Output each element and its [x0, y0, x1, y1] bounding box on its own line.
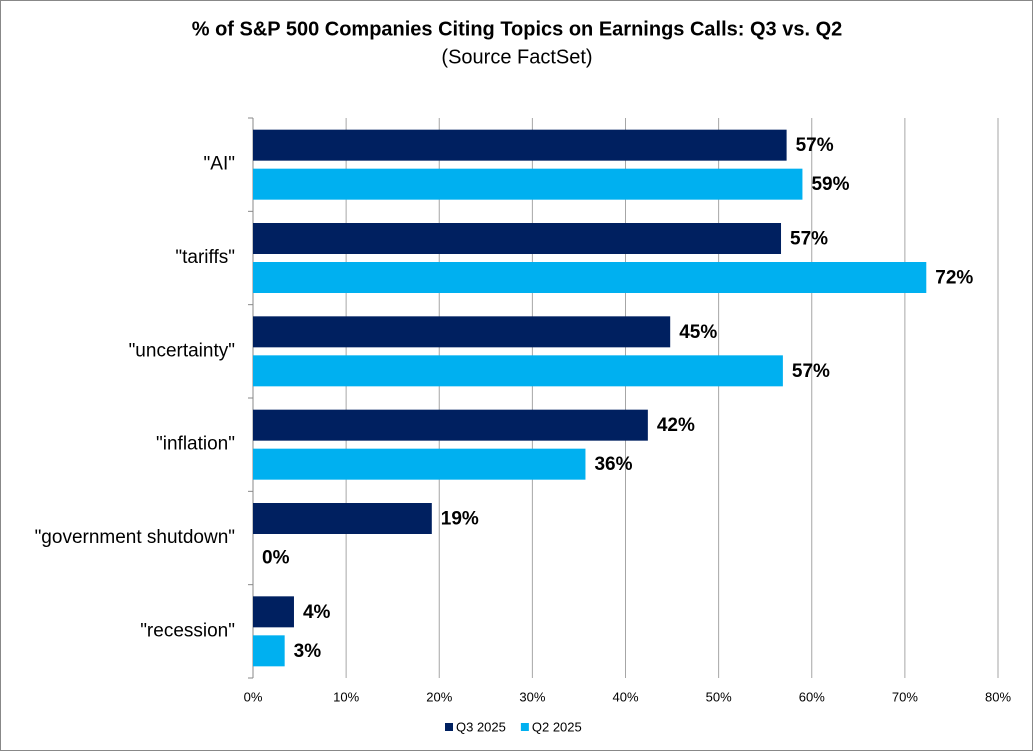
value-label: 45%: [679, 322, 717, 343]
x-tick-label: 0%: [244, 689, 263, 704]
bar: [253, 168, 803, 200]
x-tick-label: 30%: [519, 689, 545, 704]
bar: [253, 448, 586, 480]
category-label: "recession": [140, 620, 235, 641]
bar: [253, 596, 294, 628]
bar: [253, 503, 432, 534]
legend-label: Q2 2025: [532, 719, 582, 734]
value-label: 19%: [441, 509, 479, 530]
category-label: "uncertainty": [129, 340, 235, 361]
x-tick-label: 70%: [892, 689, 918, 704]
bar: [253, 635, 285, 667]
value-label: 36%: [594, 454, 632, 475]
bar: [253, 409, 648, 441]
x-tick-label: 10%: [333, 689, 359, 704]
chart-subtitle: (Source FactSet): [441, 46, 592, 68]
bar: [253, 129, 787, 161]
legend-swatch: [520, 723, 529, 731]
bar: [253, 262, 927, 293]
bar: [253, 316, 671, 348]
x-tick-label: 20%: [426, 689, 452, 704]
bar: [253, 355, 783, 387]
legend-swatch: [445, 723, 453, 731]
value-label: 72%: [935, 268, 973, 289]
bar: [253, 223, 782, 254]
value-label: 3%: [294, 641, 322, 662]
x-tick-label: 40%: [612, 689, 638, 704]
value-label: 57%: [790, 229, 828, 250]
x-tick-label: 50%: [706, 689, 732, 704]
category-label: "AI": [204, 154, 235, 175]
value-label: 42%: [657, 415, 695, 436]
legend-label: Q3 2025: [456, 719, 506, 734]
value-label: 57%: [792, 361, 830, 382]
value-label: 59%: [811, 174, 849, 195]
value-label: 57%: [796, 135, 834, 156]
x-tick-label: 60%: [799, 689, 825, 704]
x-tick-label: 80%: [985, 689, 1011, 704]
chart-title: % of S&P 500 Companies Citing Topics on …: [192, 18, 843, 40]
category-label: "tariffs": [175, 247, 235, 268]
value-label: 0%: [262, 548, 290, 569]
category-label: "inflation": [156, 434, 235, 455]
value-label: 4%: [303, 602, 331, 623]
category-label: "government shutdown": [35, 527, 235, 548]
